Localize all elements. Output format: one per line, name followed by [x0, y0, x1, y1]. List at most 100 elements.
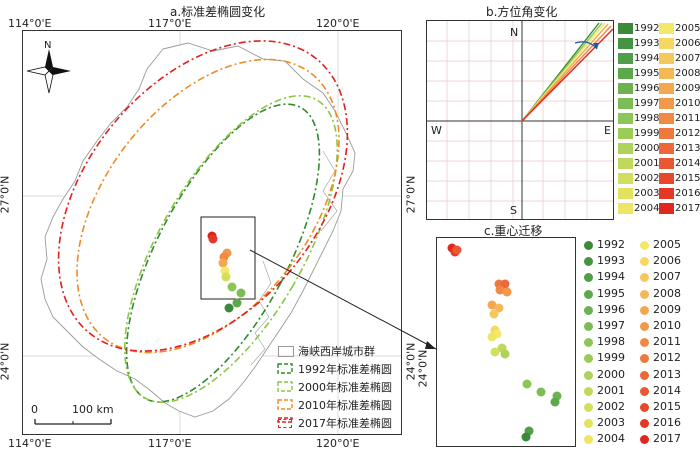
centroid-legend-year: 1997: [597, 319, 625, 332]
centroid-legend-dot: [584, 386, 593, 396]
panel-b-title: b.方位角变化: [486, 5, 558, 19]
centroid-legend-year: 2014: [653, 383, 681, 397]
azimuth-legend-swatch: [618, 143, 633, 154]
azimuth-legend-swatch: [659, 83, 674, 94]
azimuth-legend-swatch: [618, 23, 633, 34]
azimuth-legend-year: 2005: [675, 23, 700, 34]
centroid-legend-year: 1992: [597, 238, 625, 251]
legend-dash-swatches: [277, 363, 293, 423]
azimuth-legend-year: 1997: [634, 98, 660, 109]
azimuth-legend-swatch: [618, 53, 633, 64]
azimuth-legend-swatch: [618, 98, 633, 109]
azimuth-legend-year: 2010: [675, 98, 700, 109]
legend-swatch-region: [278, 346, 294, 357]
azimuth-legend-year: 2009: [675, 83, 700, 94]
centroid-legend-year: 1995: [597, 286, 625, 300]
azimuth-legend-year: 2013: [675, 143, 700, 154]
centroid-legend-year: 2011: [653, 335, 681, 349]
azimuth-legend-swatch: [659, 203, 674, 214]
top-lon-label: 114°0'E: [8, 17, 52, 30]
bottom-lon-label: 114°0'E: [8, 437, 52, 450]
legend-label: 海峡西岸城市群: [298, 345, 375, 358]
azimuth-legend-year: 2003: [634, 188, 660, 199]
azimuth-legend-year: 2012: [675, 128, 700, 139]
azimuth-legend-swatch: [659, 98, 674, 109]
centroid-legend-year: 2017: [653, 432, 681, 446]
centroid-legend-year: 2015: [653, 400, 681, 413]
panel-b-frame: [426, 20, 614, 220]
azimuth-legend-swatch: [659, 143, 674, 154]
centroid-legend-year: 2008: [653, 286, 681, 300]
azimuth-legend-swatch: [659, 158, 674, 169]
legend-label: 2000年标准差椭圆: [298, 381, 392, 394]
azimuth-legend-swatch: [659, 68, 674, 79]
azimuth-legend-swatch: [659, 113, 674, 124]
azimuth-legend-swatch: [659, 173, 674, 184]
azimuth-legend-swatch: [618, 158, 633, 169]
azimuth-legend-year: 2015: [675, 173, 700, 184]
centroid-legend-dot: [584, 322, 593, 331]
centroid-legend-dot: [584, 435, 593, 445]
panel-a-legend: 海峡西岸城市群 1992年标准差椭圆 2000年标准差椭圆 2010年标准差椭圆…: [274, 341, 402, 435]
azimuth-legend-year: 2014: [675, 158, 700, 169]
centroid-legend-year: 1993: [597, 254, 625, 268]
centroid-legend-year: 2004: [597, 432, 625, 446]
panel-c-legend: 1992 1993 1994 1995 1996 1997 1998 1999 2000 2001…: [582, 237, 700, 449]
azimuth-legend-swatch: [618, 68, 633, 79]
azimuth-legend-swatch: [618, 128, 633, 139]
north-arrow-icon: [26, 49, 71, 94]
azimuth-legend-swatch: [659, 23, 674, 34]
legend-swatch-2017: [278, 419, 292, 428]
azimuth-legend-year: 1995: [634, 68, 660, 79]
centroid-legend-dot: [640, 338, 649, 348]
azimuth-legend-year: 2017: [675, 203, 700, 214]
bottom-lon-label: 120°0'E: [316, 437, 360, 450]
azimuth-legend-year: 2008: [675, 68, 700, 79]
azimuth-legend-year: 1994: [634, 53, 660, 64]
top-lon-label: 120°0'E: [316, 17, 360, 30]
azimuth-legend-swatch: [618, 203, 633, 214]
azimuth-legend-year: 2011: [675, 113, 700, 124]
scale-zero-label: 0: [31, 403, 38, 416]
panel-a-title: a.标准差椭圆变化: [170, 5, 266, 19]
dir-east: E: [604, 124, 611, 137]
centroid-legend-dot: [640, 419, 649, 429]
azimuth-legend-swatch: [659, 128, 674, 139]
azimuth-legend-year: 2007: [675, 53, 700, 64]
centroid-legend-year: 1996: [597, 302, 625, 316]
azimuth-legend-year: 2000: [634, 143, 660, 154]
azimuth-plot: [427, 21, 613, 219]
azimuth-legend-year: 2004: [634, 203, 660, 214]
centroid-legend-dot: [640, 273, 649, 283]
dir-north: N: [510, 26, 519, 39]
top-lon-label: 117°0'E: [148, 17, 192, 30]
centroid-legend-dot: [584, 354, 593, 364]
legend-label: 2010年标准差椭圆: [298, 399, 392, 412]
azimuth-legend-year: 2001: [634, 158, 660, 169]
centroid-legend-dot: [584, 305, 593, 315]
centroid-legend-year: 2001: [597, 383, 625, 397]
centroid-legend-dot: [640, 403, 649, 412]
centroid-legend-dot: [584, 241, 593, 250]
left-lat-label: 27°0'N: [0, 175, 12, 214]
dir-south: S: [510, 204, 517, 217]
azimuth-legend-swatch: [618, 188, 633, 199]
centroid-legend-year: 1994: [597, 270, 625, 284]
centroid-legend-year: 2006: [653, 254, 681, 268]
azimuth-legend-year: 1993: [634, 38, 660, 49]
centroid-plot: [447, 243, 562, 442]
azimuth-legend-swatch: [618, 38, 633, 49]
centroid-legend-dot: [640, 241, 649, 250]
panel-c-title: c.重心迁移: [484, 224, 543, 238]
bottom-lon-label: 117°0'E: [148, 437, 192, 450]
azimuth-legend-year: 1996: [634, 83, 660, 94]
centroid-legend-dot: [640, 354, 649, 364]
legend-label: 1992年标准差椭圆: [298, 363, 392, 376]
azimuth-legend-swatch: [618, 173, 633, 184]
azimuth-legend-year: 1992: [634, 23, 660, 34]
azimuth-legend-swatch: [659, 188, 674, 199]
azimuth-legend-year: 2006: [675, 38, 700, 49]
centroid-legend-year: 2016: [653, 416, 681, 430]
centroid-legend-dot: [640, 386, 649, 396]
centroid-legend-dot: [640, 370, 649, 380]
